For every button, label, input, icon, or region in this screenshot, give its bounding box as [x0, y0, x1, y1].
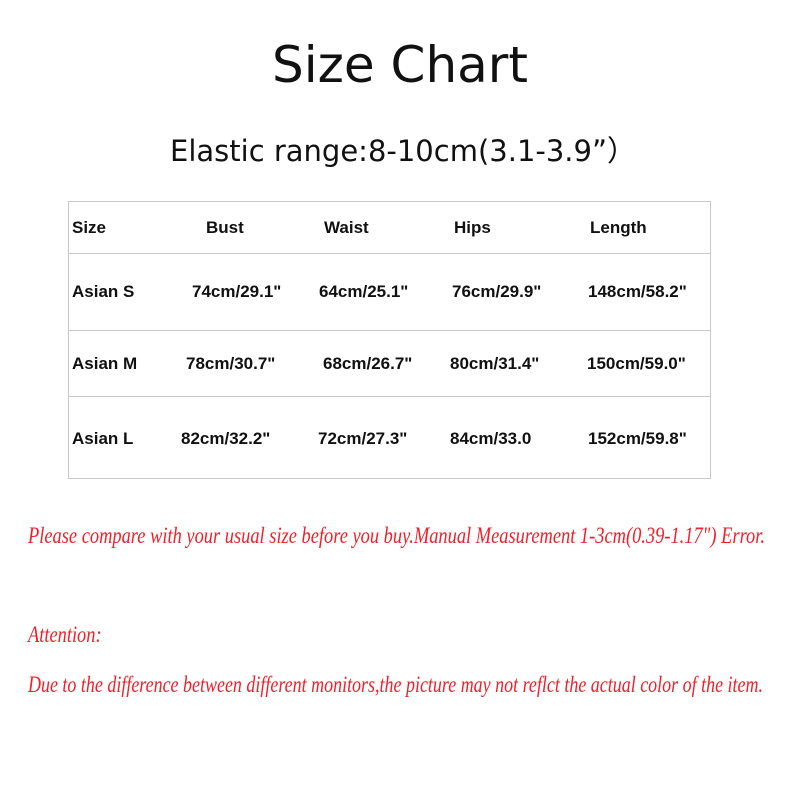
cell-bust: 78cm/30.7"	[186, 353, 276, 373]
attention-label: Attention:	[28, 622, 102, 647]
color-disclaimer: Due to the difference between different …	[28, 672, 763, 697]
elastic-range-subtitle: Elastic range:8-10cm(3.1-3.9”）	[170, 134, 636, 168]
cell-length: 150cm/59.0"	[587, 353, 686, 373]
cell-waist: 68cm/26.7"	[323, 353, 413, 373]
table-row: Asian S 74cm/29.1" 64cm/25.1" 76cm/29.9"…	[69, 254, 710, 331]
cell-length: 148cm/58.2"	[588, 282, 687, 301]
header-bust: Bust	[206, 217, 244, 237]
cell-length: 152cm/59.8"	[588, 428, 687, 448]
cell-hips: 80cm/31.4"	[450, 353, 540, 373]
table-row: Asian L 82cm/32.2" 72cm/27.3" 84cm/33.0 …	[69, 397, 710, 480]
cell-waist: 72cm/27.3"	[318, 428, 408, 448]
cell-waist: 64cm/25.1"	[319, 282, 409, 301]
cell-bust: 82cm/32.2"	[181, 428, 271, 448]
measurement-note: Please compare with your usual size befo…	[28, 523, 765, 548]
header-size: Size	[72, 217, 107, 237]
cell-hips: 84cm/33.0	[450, 428, 532, 448]
cell-size: Asian S	[72, 282, 135, 301]
table-row: Asian M 78cm/30.7" 68cm/26.7" 80cm/31.4"…	[69, 331, 710, 397]
header-waist: Waist	[324, 217, 369, 237]
header-length: Length	[590, 217, 647, 237]
cell-size: Asian L	[72, 428, 134, 448]
cell-size: Asian M	[72, 353, 138, 373]
cell-hips: 76cm/29.9"	[452, 282, 542, 301]
size-table: Size Bust Waist Hips Length Asian S 74cm…	[68, 201, 711, 479]
header-hips: Hips	[454, 217, 491, 237]
page-title: Size Chart	[272, 36, 528, 94]
table-header-row: Size Bust Waist Hips Length	[69, 202, 710, 254]
cell-bust: 74cm/29.1"	[192, 282, 282, 301]
